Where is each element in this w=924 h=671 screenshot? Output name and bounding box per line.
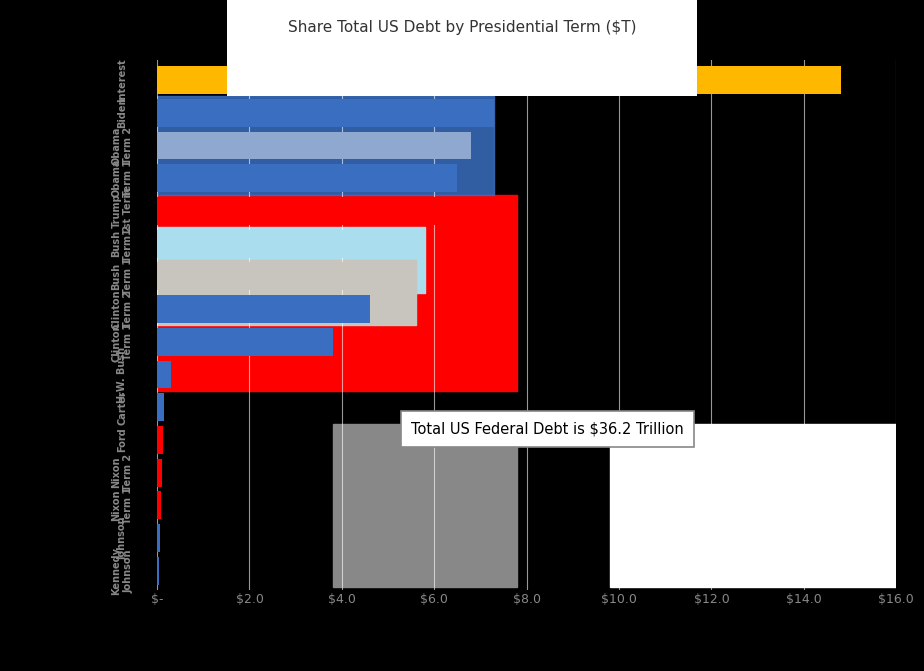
Bar <box>157 459 162 486</box>
Bar <box>157 491 161 519</box>
Bar <box>157 328 333 356</box>
Bar <box>157 170 457 187</box>
Bar <box>157 459 162 486</box>
Bar <box>157 137 471 154</box>
Bar <box>157 557 160 584</box>
Bar <box>157 360 171 389</box>
Bar <box>333 423 517 587</box>
Bar <box>157 491 161 519</box>
Bar <box>610 423 896 587</box>
Bar <box>157 197 517 225</box>
Bar <box>157 393 164 421</box>
Bar <box>157 66 841 94</box>
Bar <box>157 393 164 421</box>
Bar <box>157 524 160 552</box>
Bar <box>157 524 160 552</box>
Bar <box>157 426 163 454</box>
Bar <box>157 557 160 584</box>
Bar <box>157 295 370 323</box>
Bar <box>157 262 416 291</box>
Bar <box>157 99 494 127</box>
Bar <box>157 229 425 258</box>
Bar <box>157 132 471 160</box>
Bar <box>157 99 494 127</box>
Bar <box>157 164 457 192</box>
Bar <box>157 360 171 389</box>
Bar <box>157 426 163 454</box>
Text: Total US Federal Debt is $36.2 Trillion: Total US Federal Debt is $36.2 Trillion <box>411 421 684 436</box>
Text: Share Total US Debt by Presidential Term ($T): Share Total US Debt by Presidential Term… <box>287 20 637 35</box>
Bar <box>157 66 841 94</box>
